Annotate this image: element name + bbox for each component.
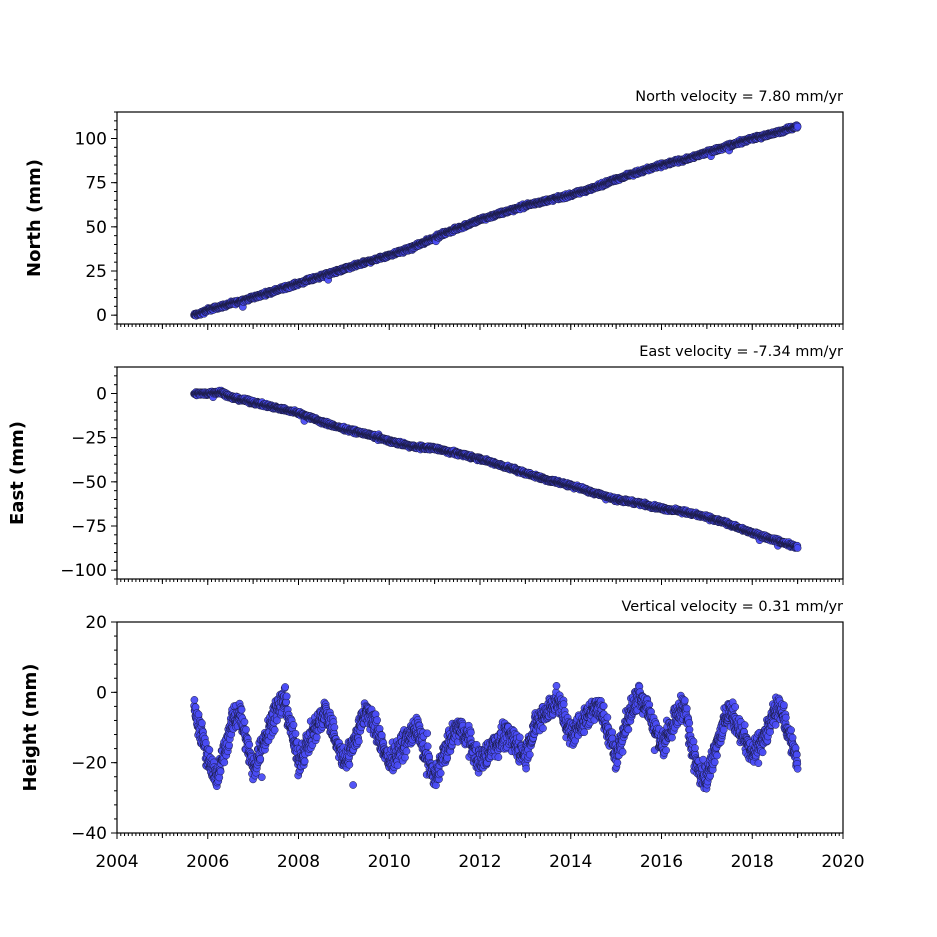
north-ytick-label: 100 <box>75 130 107 150</box>
north-ytick-label: 75 <box>85 174 107 194</box>
north-velocity-title: North velocity = 7.80 mm/yr <box>635 89 843 105</box>
north-ytick-label: 25 <box>85 262 107 282</box>
north-ytick-label: 50 <box>85 218 107 238</box>
north-panel: 0 25 50 75 100 North (mm) North velocity = 7.8… <box>24 89 844 330</box>
north-ylabel: North (mm) <box>24 159 45 277</box>
north-points <box>190 121 802 320</box>
north-ytick-label: 0 <box>96 306 107 326</box>
north-point <box>793 122 802 131</box>
east-points <box>190 386 802 552</box>
